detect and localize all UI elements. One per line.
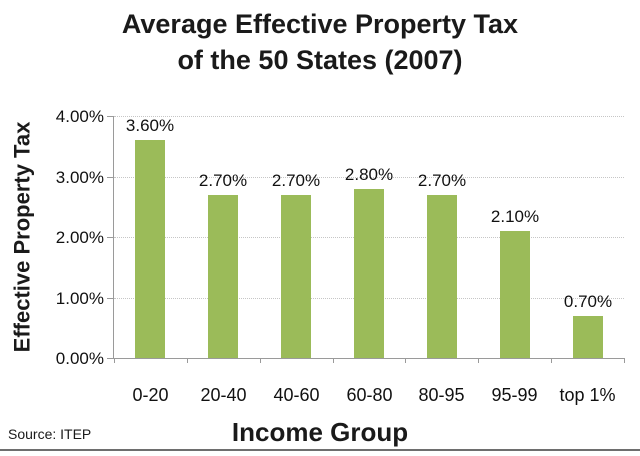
x-axis-category-label: 20-40 xyxy=(200,385,247,405)
y-axis-tick xyxy=(107,298,114,299)
x-axis-tick xyxy=(551,358,552,363)
chart-title-line1: Average Effective Property Tax xyxy=(121,9,519,39)
chart-title-line2: of the 50 States (2007) xyxy=(177,45,463,75)
bar-value-label: 2.80% xyxy=(344,165,394,184)
x-axis-category-label: 95-99 xyxy=(491,385,538,405)
x-axis-category-label: 40-60 xyxy=(273,385,320,405)
y-axis-tick-label: 3.00% xyxy=(55,168,104,187)
x-axis-category-label: 80-95 xyxy=(418,385,465,405)
y-axis-tick xyxy=(107,237,114,238)
y-axis-tick-label: 2.00% xyxy=(55,228,104,247)
bar xyxy=(135,140,165,358)
bottom-divider xyxy=(0,449,640,451)
bar xyxy=(427,195,457,358)
x-axis-title: Income Group xyxy=(231,417,409,447)
bar-value-label: 0.70% xyxy=(563,292,613,311)
source-note: Source: ITEP xyxy=(8,426,92,442)
x-axis-category-label: 0-20 xyxy=(132,385,169,405)
y-axis-tick xyxy=(107,116,114,117)
bar-value-label: 3.60% xyxy=(125,116,175,135)
x-axis-tick xyxy=(187,358,188,363)
y-axis-tick xyxy=(107,358,114,359)
bar-value-label: 2.70% xyxy=(417,171,467,190)
y-axis-tick-label: 0.00% xyxy=(55,349,104,368)
x-axis-tick xyxy=(405,358,406,363)
y-axis-tick xyxy=(107,177,114,178)
bar xyxy=(354,189,384,358)
x-axis-tick xyxy=(333,358,334,363)
chart-title: Average Effective Property Tax of the 50… xyxy=(0,6,640,78)
bar-value-label: 2.70% xyxy=(198,171,248,190)
bar xyxy=(573,316,603,358)
bar xyxy=(281,195,311,358)
y-axis-tick-label: 4.00% xyxy=(55,107,104,126)
x-axis-tick xyxy=(478,358,479,363)
x-axis-tick xyxy=(624,358,625,363)
x-axis-tick xyxy=(114,358,115,363)
gridline xyxy=(114,116,624,117)
x-axis-category-label: 60-80 xyxy=(346,385,393,405)
bar xyxy=(500,231,530,358)
x-axis-category-label: top 1% xyxy=(559,385,616,405)
bar-value-label: 2.70% xyxy=(271,171,321,190)
y-axis-title-text: Effective Property Tax xyxy=(9,121,34,353)
bar-value-label: 2.10% xyxy=(490,207,540,226)
bar xyxy=(208,195,238,358)
plot-area: 4.00% 3.00% 2.00% 1.00% 0.00% 3.60% 0-20 2.70% 2… xyxy=(56,107,625,405)
x-axis-tick xyxy=(260,358,261,363)
y-axis-tick-label: 1.00% xyxy=(55,289,104,308)
gridline xyxy=(114,177,624,178)
